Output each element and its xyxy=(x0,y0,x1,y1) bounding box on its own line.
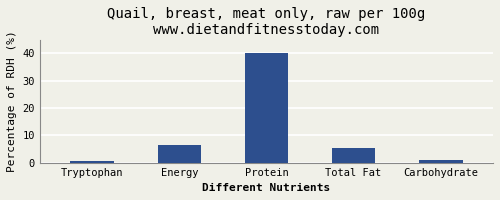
Bar xyxy=(158,145,201,163)
Title: Quail, breast, meat only, raw per 100g
www.dietandfitnesstoday.com: Quail, breast, meat only, raw per 100g w… xyxy=(108,7,426,37)
X-axis label: Different Nutrients: Different Nutrients xyxy=(202,183,330,193)
Y-axis label: Percentage of RDH (%): Percentage of RDH (%) xyxy=(7,30,17,172)
Bar xyxy=(244,53,288,163)
Bar xyxy=(70,161,114,163)
Bar xyxy=(332,148,376,163)
Bar xyxy=(419,160,463,163)
